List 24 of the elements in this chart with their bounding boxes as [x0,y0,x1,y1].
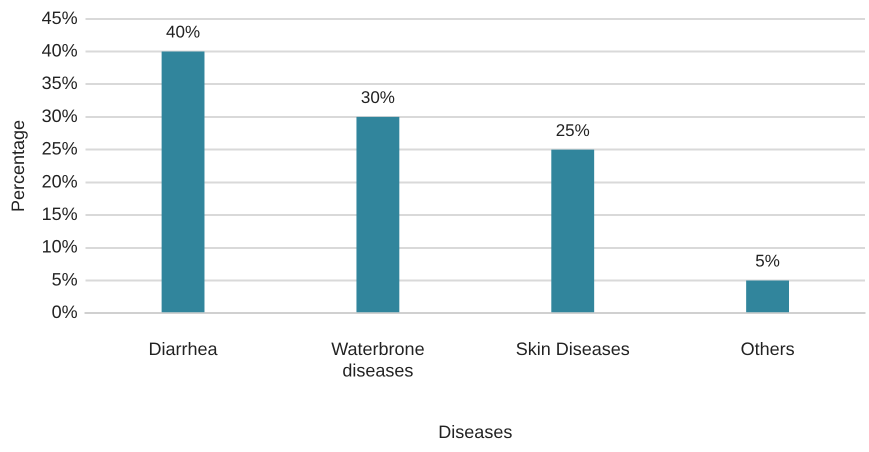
y-tick-label: 15% [42,204,78,224]
y-tick-label: 10% [42,236,78,257]
y-tick-label: 5% [52,269,78,290]
x-tick-label: Waterbrone diseases [331,338,425,381]
y-tick-label: 45% [42,8,78,28]
bar [356,116,400,312]
bar [746,280,790,312]
y-tick-label: 35% [42,73,78,94]
x-tick-label: Skin Diseases [516,338,630,359]
data-label: 25% [556,120,590,140]
y-axis-title: Percentage [8,120,28,212]
y-tick-label: 30% [42,106,78,126]
y-tick-label: 40% [42,40,78,60]
y-tick-label: 20% [42,171,78,192]
data-label: 30% [360,88,395,108]
data-label: 40% [166,22,200,42]
x-axis-title: Diseases [438,422,512,442]
bar [551,150,594,312]
x-tick-label: Diarrhea [148,338,219,359]
x-tick-label: Others [740,338,795,359]
data-label: 5% [755,252,780,271]
bar [162,52,204,312]
y-tick-label: 25% [42,138,78,159]
y-tick-label: 0% [52,302,78,322]
